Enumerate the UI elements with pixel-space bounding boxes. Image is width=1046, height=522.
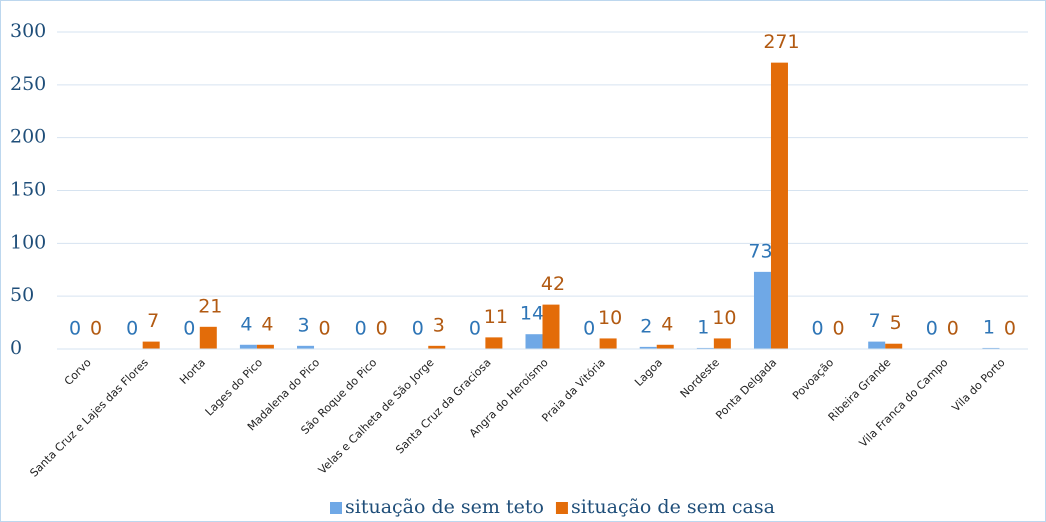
- y-tick-label: 100: [10, 231, 46, 253]
- value-label: 0: [812, 318, 824, 340]
- value-label: 0: [183, 318, 195, 340]
- value-label: 10: [712, 307, 736, 329]
- value-label: 0: [833, 318, 845, 340]
- value-label: 3: [297, 314, 309, 336]
- bar: [542, 304, 560, 349]
- bar: [428, 345, 446, 349]
- bar: [753, 271, 771, 349]
- y-tick-label: 200: [10, 126, 46, 148]
- value-label: 0: [926, 318, 938, 340]
- bar: [885, 343, 903, 349]
- value-label: 0: [69, 318, 81, 340]
- bar: [297, 345, 315, 349]
- bar: [256, 344, 274, 349]
- value-label: 0: [90, 318, 102, 340]
- value-label: 7: [147, 310, 159, 332]
- value-label: 0: [469, 318, 481, 340]
- y-tick-label: 50: [10, 284, 34, 306]
- bar: [599, 338, 617, 349]
- value-label: 2: [640, 315, 652, 337]
- bar: [142, 341, 160, 349]
- bar: [239, 344, 257, 349]
- value-label: 0: [318, 318, 330, 340]
- bar: [982, 347, 1000, 349]
- value-label: 0: [376, 318, 388, 340]
- value-label: 0: [947, 318, 959, 340]
- bar: [770, 62, 788, 349]
- value-label: 4: [261, 313, 273, 335]
- value-label: 0: [355, 318, 367, 340]
- value-label: 14: [520, 303, 544, 325]
- y-tick-label: 300: [10, 20, 46, 42]
- value-label: 7: [869, 310, 881, 332]
- legend-swatch: [555, 502, 568, 514]
- legend-swatch: [330, 502, 342, 514]
- value-label: 42: [541, 273, 565, 295]
- value-label: 0: [583, 318, 595, 340]
- bar: [696, 347, 714, 349]
- y-tick-label: 0: [10, 337, 22, 359]
- value-label: 0: [1004, 318, 1016, 340]
- bar: [485, 337, 503, 349]
- bar: [639, 346, 657, 349]
- bar: [713, 338, 731, 349]
- legend-label: situação de sem casa: [571, 496, 775, 518]
- value-label: 5: [890, 312, 902, 334]
- value-label: 73: [748, 240, 772, 262]
- bar: [656, 344, 674, 349]
- y-tick-label: 150: [10, 179, 46, 201]
- value-label: 10: [598, 307, 622, 329]
- value-label: 0: [126, 318, 138, 340]
- value-label: 1: [697, 316, 709, 338]
- value-label: 0: [412, 318, 424, 340]
- value-label: 4: [661, 313, 673, 335]
- value-label: 1: [983, 316, 995, 338]
- bar: [199, 326, 217, 349]
- bar: [868, 341, 886, 349]
- y-tick-label: 250: [10, 73, 46, 95]
- value-label: 4: [240, 313, 252, 335]
- value-label: 11: [484, 306, 508, 328]
- legend-label: situação de sem teto: [345, 496, 544, 518]
- value-label: 3: [433, 314, 445, 336]
- value-label: 21: [198, 295, 222, 317]
- value-label: 271: [763, 31, 799, 53]
- bar: [525, 334, 543, 349]
